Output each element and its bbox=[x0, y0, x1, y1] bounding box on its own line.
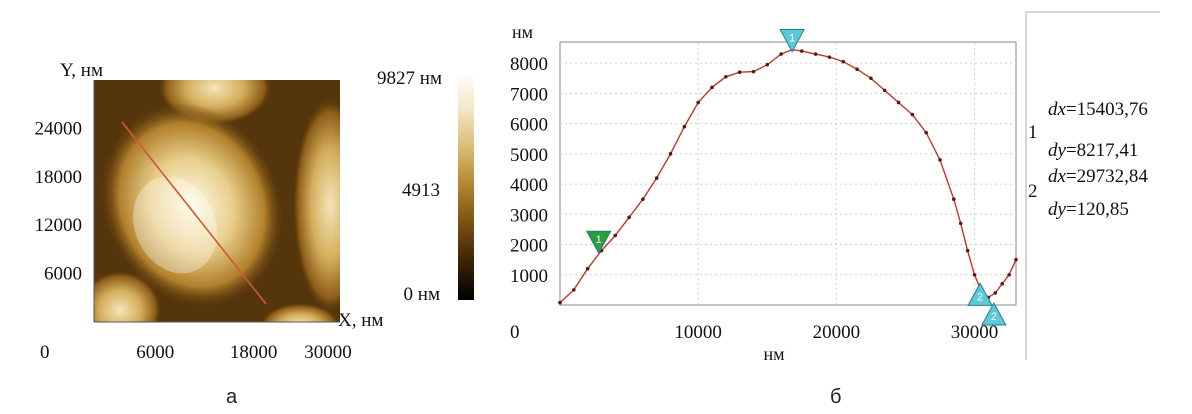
profile-marker-1: 1 bbox=[585, 230, 612, 255]
y-tick-label: 8000 bbox=[510, 54, 548, 75]
panel-label-a: а bbox=[226, 386, 238, 408]
profile-point bbox=[855, 67, 859, 72]
profile-point bbox=[1014, 257, 1018, 262]
profile-point bbox=[572, 288, 576, 292]
profile-line bbox=[121, 121, 267, 305]
profile-point bbox=[627, 215, 631, 220]
marker-label: 2 bbox=[991, 311, 997, 323]
profile-point bbox=[841, 59, 846, 64]
measurement-1-dy: dy=8217,41 bbox=[1048, 140, 1138, 161]
profile-point bbox=[1007, 272, 1011, 277]
x-origin-label: 0 bbox=[510, 322, 520, 343]
profile-point bbox=[613, 233, 618, 238]
profile-point bbox=[641, 197, 645, 201]
colorbar-min-label: 0 нм bbox=[404, 284, 440, 305]
profile-marker-2: 2 bbox=[967, 282, 993, 306]
profile-point bbox=[938, 158, 942, 162]
map-y-tick-labels: 24000 18000 12000 6000 bbox=[35, 118, 83, 284]
profile-point bbox=[800, 49, 804, 53]
measurement-1-index: 1 bbox=[1028, 122, 1038, 143]
profile-series-points bbox=[558, 47, 1018, 305]
y-tick-label: 1000 bbox=[510, 266, 548, 287]
map-y-tick-label: 6000 bbox=[44, 264, 82, 285]
profile-point bbox=[696, 100, 700, 105]
x-tick-label: 10000 bbox=[674, 322, 722, 343]
profile-point bbox=[1000, 282, 1004, 286]
profile-marker-1: 1 bbox=[779, 29, 805, 53]
colorbar-mid-label: 4913 bbox=[402, 180, 440, 201]
profile-point bbox=[882, 88, 887, 93]
map-y-tick-label: 18000 bbox=[35, 167, 83, 188]
map-y-tick-label: 12000 bbox=[35, 215, 83, 236]
profile-point bbox=[952, 197, 956, 201]
afm-map-panel: Y, нм X, нм 0 24000 18000 12000 6000 6000 18… bbox=[35, 60, 474, 363]
y-tick-label: 7000 bbox=[510, 84, 548, 105]
profile-point bbox=[924, 130, 928, 135]
y-tick-labels: 1000 2000 3000 4000 5000 6000 7000 8000 bbox=[510, 54, 548, 287]
y-tick-label: 2000 bbox=[510, 236, 548, 257]
profile-point bbox=[869, 76, 873, 81]
map-x-origin-label: 0 bbox=[40, 342, 50, 363]
marker-triangle bbox=[779, 29, 805, 53]
measurements: 1 dx=15403,76 dy=8217,41 2 dx=29732,84 d… bbox=[1028, 99, 1148, 220]
profile-point bbox=[668, 152, 673, 156]
profile-point bbox=[585, 266, 590, 271]
profile-point bbox=[910, 112, 915, 117]
y-tick-label: 6000 bbox=[510, 115, 548, 136]
profile-point bbox=[827, 55, 832, 59]
profile-point bbox=[813, 52, 818, 56]
marker-triangle bbox=[967, 282, 993, 306]
afm-height-map bbox=[94, 80, 340, 322]
marker-label: 1 bbox=[596, 234, 602, 246]
profile-point bbox=[751, 69, 756, 74]
x-tick-label: 20000 bbox=[813, 322, 861, 343]
x-axis-label: нм bbox=[763, 344, 784, 364]
measurement-2-dy: dy=120,85 bbox=[1048, 199, 1129, 220]
profile-point bbox=[710, 85, 714, 90]
profile-point bbox=[972, 272, 977, 277]
x-tick-labels: 10000 20000 30000 bbox=[674, 322, 998, 343]
profile-point bbox=[896, 100, 901, 105]
profile-point bbox=[993, 291, 998, 295]
y-tick-label: 5000 bbox=[510, 145, 548, 166]
map-x-tick-labels: 6000 18000 30000 bbox=[136, 342, 352, 363]
profile-point bbox=[779, 52, 783, 56]
profile-marker-2: 2 bbox=[981, 301, 1007, 326]
profile-markers: 1 1 22 bbox=[585, 29, 1007, 326]
y-axis-label: нм bbox=[512, 22, 533, 42]
measurement-2-dx: dx=29732,84 bbox=[1048, 166, 1148, 187]
measurement-2-index: 2 bbox=[1028, 181, 1038, 202]
map-y-axis-label-text: Y, нм bbox=[60, 60, 103, 81]
y-tick-label: 4000 bbox=[510, 175, 548, 196]
map-y-tick-label: 24000 bbox=[35, 118, 83, 139]
map-x-tick-label: 6000 bbox=[136, 342, 174, 363]
profile-point bbox=[737, 70, 742, 75]
profile-point bbox=[654, 176, 659, 180]
profile-point bbox=[558, 300, 562, 305]
y-tick-label: 3000 bbox=[510, 205, 548, 226]
marker-label: 1 bbox=[789, 33, 795, 45]
map-x-tick-label: 30000 bbox=[304, 342, 352, 363]
profile-point bbox=[965, 248, 970, 253]
profile-point bbox=[682, 124, 687, 129]
x-tick-label: 30000 bbox=[951, 322, 999, 343]
marker-triangle bbox=[981, 301, 1007, 326]
grid-lines bbox=[560, 42, 1016, 305]
measurement-1-dx: dx=15403,76 bbox=[1048, 99, 1148, 120]
panel-label-b: б bbox=[830, 386, 842, 408]
map-x-axis-label: X, нм bbox=[338, 310, 383, 331]
marker-triangle bbox=[585, 230, 612, 255]
profile-point bbox=[724, 74, 728, 79]
map-x-tick-label: 18000 bbox=[230, 342, 278, 363]
profile-point bbox=[765, 62, 770, 67]
marker-label: 2 bbox=[977, 291, 983, 303]
profile-point bbox=[958, 221, 963, 226]
colorbar-max-label: 9827 нм bbox=[377, 68, 442, 89]
map-y-axis-label: Y, нм bbox=[60, 60, 103, 81]
plot-area bbox=[559, 41, 1017, 306]
colorbar bbox=[458, 72, 474, 300]
